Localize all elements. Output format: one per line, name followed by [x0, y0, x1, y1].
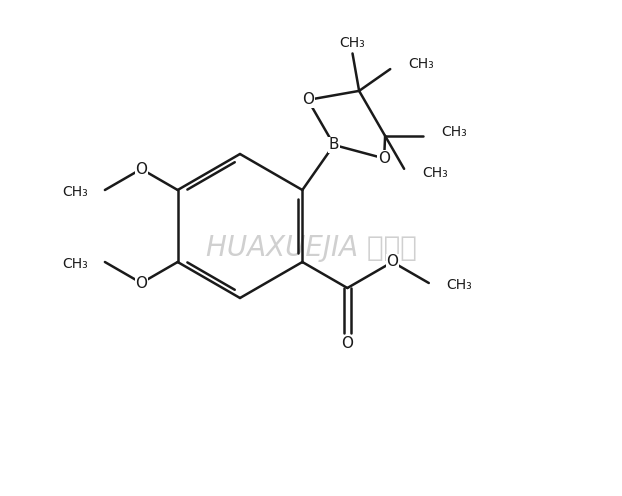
Text: O: O [378, 151, 390, 166]
Text: HUAXUEJIA 化学加: HUAXUEJIA 化学加 [205, 234, 417, 262]
Text: O: O [302, 92, 314, 108]
Text: O: O [135, 162, 147, 177]
Text: O: O [386, 254, 399, 269]
Text: O: O [135, 275, 147, 291]
Text: CH₃: CH₃ [446, 278, 471, 292]
Text: CH₃: CH₃ [441, 125, 467, 139]
Text: CH₃: CH₃ [62, 257, 88, 271]
Text: CH₃: CH₃ [408, 57, 434, 71]
Text: CH₃: CH₃ [62, 185, 88, 199]
Text: CH₃: CH₃ [340, 37, 365, 51]
Text: O: O [341, 336, 353, 352]
Text: CH₃: CH₃ [422, 166, 448, 180]
Text: B: B [328, 137, 339, 152]
